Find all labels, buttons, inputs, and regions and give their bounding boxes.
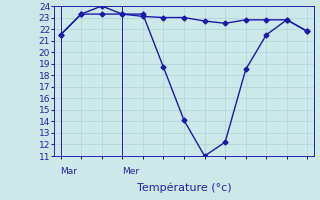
- Text: Mar: Mar: [60, 167, 77, 176]
- X-axis label: Température (°c): Température (°c): [137, 183, 231, 193]
- Text: Mer: Mer: [122, 167, 140, 176]
